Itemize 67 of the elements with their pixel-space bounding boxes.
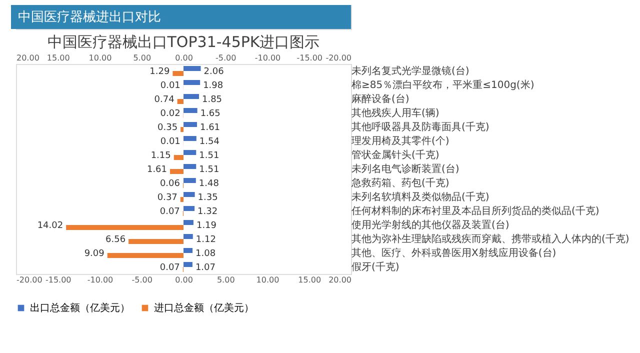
x-tick-label: -20.00 xyxy=(16,276,42,284)
data-label: 1.98 xyxy=(203,81,224,91)
y-tick-label: 未列名电气诊断装置(台) xyxy=(352,163,460,175)
y-tick-label: 未列名复式光学显微镜(台) xyxy=(352,65,470,77)
data-label: 0.06 xyxy=(160,179,180,189)
data-label: 1.12 xyxy=(196,235,216,245)
x-tick-label: 15.00 xyxy=(298,276,322,284)
x2-tick-label: 20.00 xyxy=(16,54,40,62)
x-tick-label: -15.00 xyxy=(45,276,72,284)
data-label: 14.02 xyxy=(37,221,64,231)
x2-tick-label: -5.00 xyxy=(216,54,236,62)
y-tick-label: 假牙(千克) xyxy=(352,261,400,273)
y-tick-label: 棉≥85％漂白平纹布，平米重≤100g(米) xyxy=(352,79,534,91)
data-label: 9.09 xyxy=(84,249,105,259)
x-tick-label: 10.00 xyxy=(256,276,280,284)
data-label: 0.37 xyxy=(157,193,178,203)
y-tick-label: 管状金属针头(千克) xyxy=(352,149,440,161)
data-label: 0.01 xyxy=(160,81,180,91)
x2-tick-label: 5.00 xyxy=(133,54,152,62)
data-label: 1.65 xyxy=(200,109,220,119)
data-label: 0.74 xyxy=(154,95,175,105)
chart-subtitle: 中国医疗器械出口TOP31-45PK进口图示 xyxy=(47,33,320,51)
legend-label: 进口总金额（亿美元） xyxy=(154,302,254,314)
x2-tick-label: 0.00 xyxy=(175,54,193,62)
x-tick-label: 5.00 xyxy=(216,276,235,284)
data-label: 1.61 xyxy=(200,123,220,133)
x2-tick-label: -15.00 xyxy=(296,54,323,62)
y-tick-label: 理发用椅及其零件(个) xyxy=(352,135,450,147)
x-tick-label: -5.00 xyxy=(132,276,152,284)
y-tick-label: 任何材料制的床布衬里及本品目所列货品的类似品(千克) xyxy=(350,205,600,217)
data-label: 1.07 xyxy=(195,263,216,273)
x-tick-label: 20.00 xyxy=(328,276,352,284)
data-label: 1.61 xyxy=(146,165,168,175)
y-tick-label: 使用光学射线的其他仪器及装置(台) xyxy=(352,219,510,231)
x2-tick-label: -10.00 xyxy=(254,54,281,62)
data-label: 0.07 xyxy=(160,263,180,273)
x-tick-label: 0.00 xyxy=(175,276,193,284)
y-tick-label: 急救药箱、药包(千克) xyxy=(350,177,450,189)
data-label: 1.19 xyxy=(196,221,217,231)
data-label: 2.06 xyxy=(204,67,224,77)
data-label: 0.02 xyxy=(160,109,180,119)
y-tick-label: 其他、医疗、外科或兽医用X射线应用设备(台) xyxy=(352,247,556,259)
y-tick-label: 其他为弥补生理缺陷或残疾而穿戴、携带或植入人体内的(千克) xyxy=(352,233,630,245)
data-label: 1.08 xyxy=(196,249,216,259)
y-tick-label: 麻醉设备(台) xyxy=(352,93,410,105)
x2-tick-label: -20.00 xyxy=(326,54,352,62)
x-tick-label: -10.00 xyxy=(87,276,114,284)
data-label: 1.15 xyxy=(150,151,171,161)
data-label: 0.35 xyxy=(158,123,178,133)
data-label: 1.51 xyxy=(199,165,220,175)
data-label: 1.29 xyxy=(150,67,170,77)
y-tick-label: 其他呼吸器具及防毒面具(千克) xyxy=(352,121,490,133)
data-label: 1.51 xyxy=(199,151,220,161)
data-label: 1.48 xyxy=(198,179,220,189)
data-label: 0.01 xyxy=(160,137,180,147)
data-label: 1.85 xyxy=(202,95,222,105)
data-label: 6.56 xyxy=(106,235,126,245)
data-label: 1.54 xyxy=(199,137,220,147)
data-label: 1.32 xyxy=(198,207,218,217)
legend-label: 出口总金额（亿美元） xyxy=(30,302,130,314)
chart-title: 中国医疗器械进出口对比 xyxy=(18,10,161,25)
data-label: 1.35 xyxy=(198,193,218,203)
data-label: 0.07 xyxy=(160,207,180,217)
x2-tick-label: 15.00 xyxy=(46,54,70,62)
x2-tick-label: 10.00 xyxy=(88,54,112,62)
y-tick-label: 其他残疾人用车(辆) xyxy=(352,107,440,119)
y-tick-label: 未列名软填料及类似物品(千克) xyxy=(352,191,490,203)
